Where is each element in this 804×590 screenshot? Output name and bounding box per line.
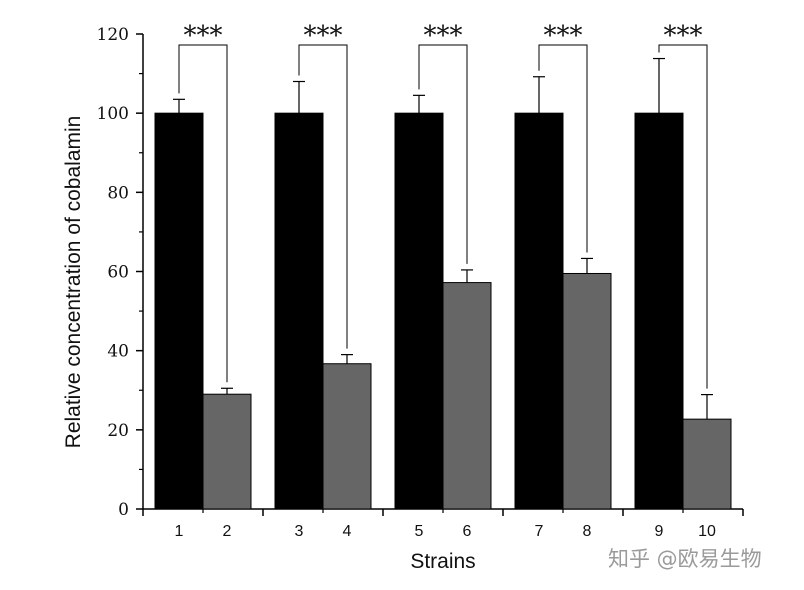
- bar-7: [514, 112, 564, 510]
- watermark-text: 知乎 @欧易生物: [608, 547, 762, 571]
- significance-bracket: [418, 44, 468, 264]
- bar-2: [202, 393, 252, 510]
- x-tick-label: 8: [583, 523, 592, 540]
- y-axis-label: Relative concentration of cobalamin: [62, 116, 85, 449]
- x-tick-label: 10: [698, 523, 716, 540]
- labels: Strains Relative concentration of cobala…: [62, 116, 476, 573]
- x-tick-label: 5: [415, 523, 424, 540]
- x-axis-label: Strains: [410, 550, 475, 573]
- axes: 0 20 40 60 80 100 120 1 2 3 4 5 6 7 8 9 10: [97, 25, 744, 540]
- significance-bracket: [178, 44, 228, 383]
- bar-5: [394, 112, 444, 510]
- error-bars: [173, 57, 713, 420]
- x-tick-label: 1: [175, 523, 184, 540]
- significance-label: ***: [544, 21, 583, 51]
- significance-label: ***: [424, 21, 463, 51]
- y-tick-label: 100: [97, 104, 129, 124]
- bar-8: [562, 272, 612, 510]
- significance-bracket: [658, 44, 708, 389]
- bar-1: [154, 112, 204, 510]
- significance-brackets: *** *** *** *** ***: [178, 21, 708, 389]
- bar-4: [322, 363, 372, 510]
- significance-label: ***: [184, 21, 223, 51]
- x-tick-label: 9: [655, 523, 664, 540]
- significance-bracket: [538, 44, 588, 253]
- x-tick-label: 6: [463, 523, 472, 540]
- bar-3: [274, 112, 324, 510]
- y-tick-label: 0: [118, 500, 129, 520]
- significance-label: ***: [664, 21, 703, 51]
- y-tick-label: 80: [107, 183, 129, 203]
- x-tick-label: 2: [223, 523, 232, 540]
- y-tick-label: 20: [107, 421, 129, 441]
- x-tick-label: 3: [295, 523, 304, 540]
- y-tick-label: 60: [107, 263, 129, 283]
- significance-bracket: [298, 44, 348, 349]
- bar-10: [682, 418, 732, 510]
- x-tick-label: 4: [343, 523, 352, 540]
- bars: [154, 112, 732, 510]
- y-tick-label: 120: [97, 25, 129, 45]
- y-tick-label: 40: [107, 342, 129, 362]
- x-tick-label: 7: [535, 523, 544, 540]
- bar-6: [442, 282, 492, 510]
- significance-label: ***: [304, 21, 343, 51]
- bar-9: [634, 112, 684, 510]
